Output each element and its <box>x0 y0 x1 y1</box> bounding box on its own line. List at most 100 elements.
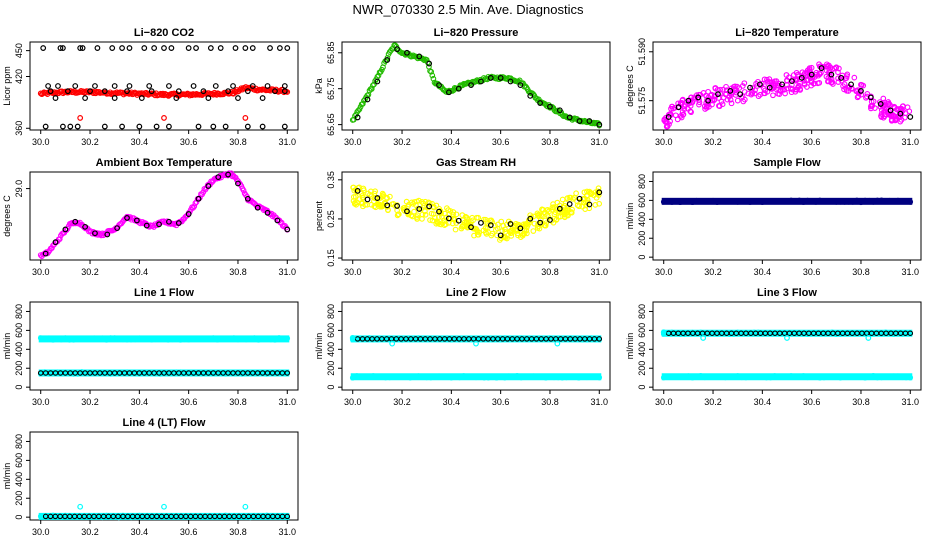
data-point <box>527 212 534 219</box>
data-point <box>700 335 707 341</box>
y-axis-label: degrees C <box>625 65 635 107</box>
data-point <box>712 85 719 92</box>
data-point <box>526 217 532 224</box>
data-point <box>124 88 130 95</box>
data-point <box>887 107 894 114</box>
data-point <box>161 45 167 51</box>
data-point <box>535 213 542 220</box>
x-tick-label: 31.0 <box>902 137 920 147</box>
series-dense <box>37 84 291 99</box>
data-point <box>741 89 748 95</box>
data-point <box>92 83 98 89</box>
x-tick-label: 30.6 <box>492 267 510 277</box>
plot-frame <box>29 41 299 131</box>
data-point <box>829 66 836 73</box>
data-point <box>835 69 841 76</box>
data-point <box>384 202 391 209</box>
data-point <box>841 81 848 88</box>
x-tick-label: 30.4 <box>443 397 461 407</box>
data-point <box>500 223 507 229</box>
data-point <box>379 202 385 209</box>
data-point <box>281 88 288 95</box>
data-point <box>708 91 715 98</box>
data-point <box>225 88 232 95</box>
data-point <box>230 83 236 89</box>
data-point <box>527 92 534 99</box>
data-point <box>232 45 239 51</box>
x-tick-label: 30.2 <box>393 267 411 277</box>
data-point <box>726 93 733 100</box>
data-point <box>207 45 214 51</box>
data-point <box>427 217 433 223</box>
plot-frame <box>652 171 922 261</box>
data-point <box>416 206 423 212</box>
x-tick-label: 30.4 <box>443 137 461 147</box>
data-point <box>379 193 386 200</box>
plot-frame <box>341 301 611 391</box>
x-tick-label: 30.0 <box>32 527 50 537</box>
data-point <box>364 196 371 203</box>
series-dense <box>350 184 603 243</box>
x-tick-label: 31.0 <box>591 137 609 147</box>
data-point <box>79 45 86 51</box>
data-point <box>797 86 803 92</box>
data-point <box>733 87 739 93</box>
data-point <box>441 222 448 228</box>
series-dense <box>349 42 603 129</box>
data-point <box>517 225 524 232</box>
data-point <box>40 45 47 51</box>
data-point <box>804 77 811 84</box>
series-outliers <box>660 329 872 341</box>
data-point <box>111 95 118 101</box>
data-point <box>82 95 89 101</box>
data-point <box>507 78 514 85</box>
data-point <box>173 95 180 101</box>
data-point <box>210 123 217 130</box>
y-tick-label: 600 <box>14 453 24 468</box>
data-point <box>244 123 251 130</box>
data-point <box>358 200 365 207</box>
data-point <box>545 214 552 220</box>
x-tick-label: 30.2 <box>704 267 722 277</box>
y-axis-label: kPa <box>314 78 324 94</box>
x-tick-label: 30.8 <box>229 527 247 537</box>
data-point <box>877 103 884 110</box>
series-reference_marks <box>37 370 291 376</box>
data-point <box>371 198 377 205</box>
data-point <box>482 225 489 231</box>
data-point <box>739 83 746 89</box>
y-axis-label: percent <box>314 200 324 231</box>
data-point <box>353 111 359 118</box>
data-point <box>824 61 830 68</box>
data-point <box>498 218 505 225</box>
data-point <box>420 56 427 63</box>
data-point <box>793 86 800 93</box>
data-point <box>867 94 874 101</box>
data-point <box>788 89 795 96</box>
data-point <box>284 370 291 376</box>
x-tick-label: 30.6 <box>803 267 821 277</box>
data-point <box>787 85 794 92</box>
data-point <box>281 83 288 89</box>
data-point <box>404 49 410 56</box>
data-point <box>272 88 278 95</box>
data-point <box>482 216 489 223</box>
data-point <box>816 79 823 86</box>
data-point <box>508 233 515 239</box>
data-point <box>225 171 232 178</box>
x-tick-label: 30.8 <box>852 137 870 147</box>
data-point <box>566 201 573 207</box>
data-point <box>119 45 125 51</box>
data-point <box>868 105 874 112</box>
series-reference <box>40 45 291 130</box>
data-point <box>586 205 593 212</box>
x-tick-label: 30.2 <box>81 397 99 407</box>
plot-frame <box>29 171 299 261</box>
series-reference <box>665 65 914 120</box>
data-point <box>64 88 71 95</box>
y-tick-label: 600 <box>326 323 336 338</box>
data-point <box>556 205 563 212</box>
data-point <box>584 197 591 203</box>
data-point <box>470 217 476 224</box>
data-point <box>779 81 785 88</box>
